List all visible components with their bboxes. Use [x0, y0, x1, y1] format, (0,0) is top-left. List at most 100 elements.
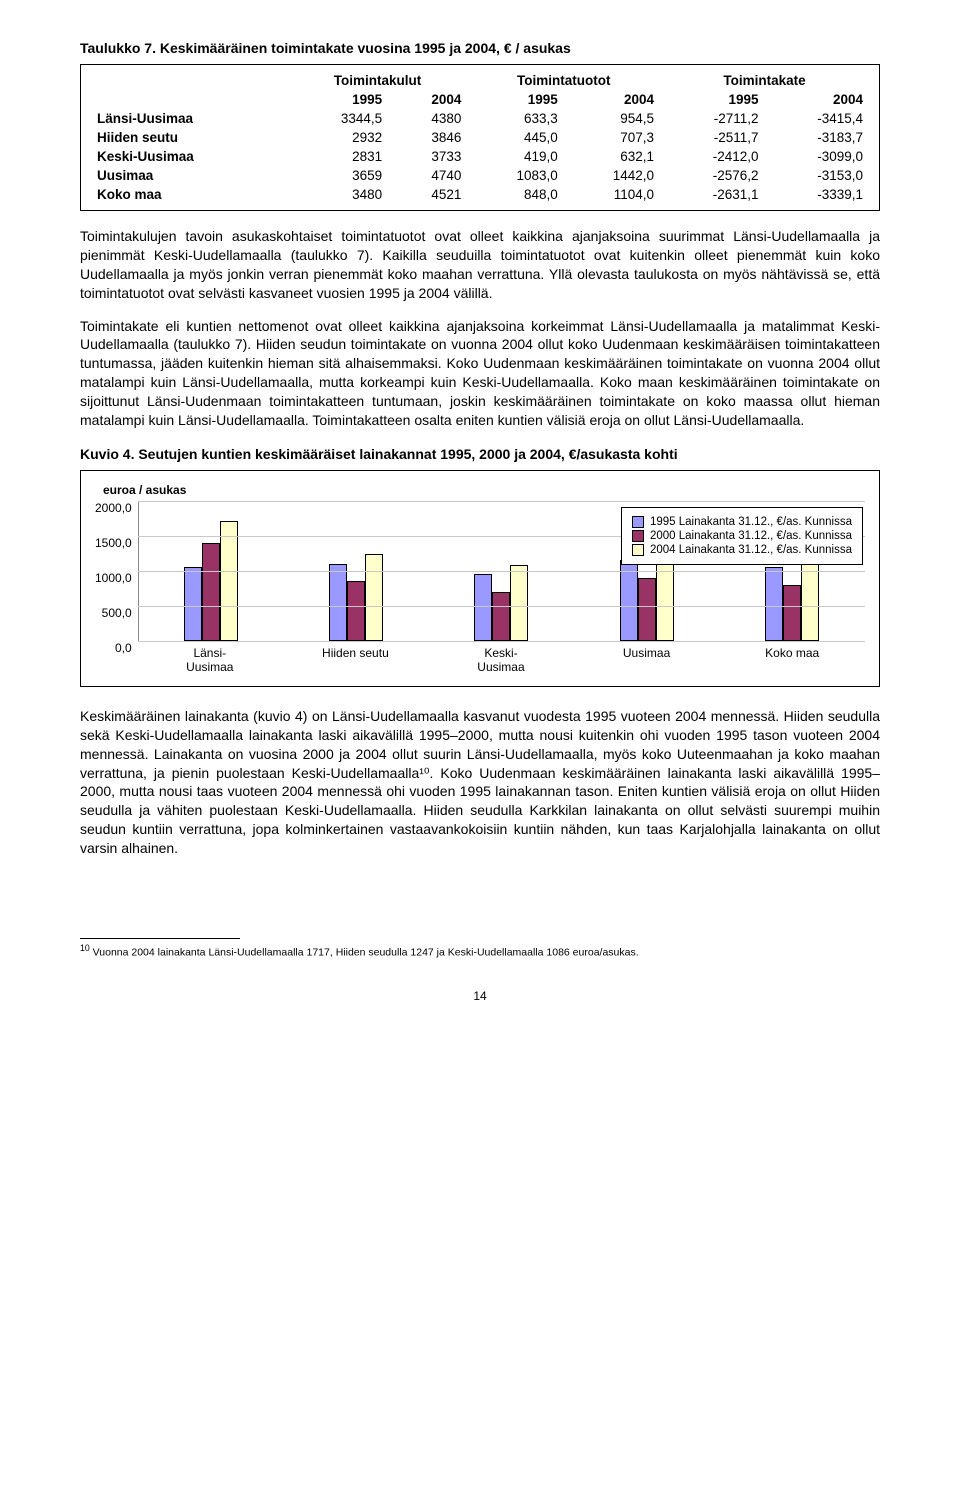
chart-x-label: Keski-Uusimaa [428, 642, 574, 674]
chart-bar [220, 521, 238, 641]
paragraph-3: Keskimääräinen lainakanta (kuvio 4) on L… [80, 707, 880, 858]
table7-empty-th [91, 71, 288, 90]
table-cell: -3415,4 [765, 109, 870, 128]
table-cell: -2711,2 [660, 109, 764, 128]
chart-bar [765, 567, 783, 641]
table-cell: 2932 [288, 128, 389, 147]
table-cell: 445,0 [467, 128, 563, 147]
footnote-marker: 10 [80, 943, 90, 953]
table7-year-0: 1995 [288, 90, 389, 109]
chart-legend-item: 2004 Lainakanta 31.12., €/as. Kunnissa [632, 544, 852, 556]
chart-x-label: Uusimaa [574, 642, 720, 674]
table-cell: 1442,0 [564, 166, 660, 185]
chart-legend-label: 2004 Lainakanta 31.12., €/as. Kunnissa [650, 544, 852, 556]
footnote-text: Vuonna 2004 lainakanta Länsi-Uudellamaal… [90, 947, 639, 959]
table-cell: 3344,5 [288, 109, 389, 128]
chart-bar [474, 574, 492, 641]
chart-legend-swatch [632, 544, 644, 556]
table-cell: 954,5 [564, 109, 660, 128]
table-row-label: Länsi-Uusimaa [91, 109, 288, 128]
chart-category-group [139, 501, 284, 641]
paragraph-2: Toimintakate eli kuntien nettomenot ovat… [80, 317, 880, 430]
table-cell: 4740 [388, 166, 467, 185]
chart-bar [656, 553, 674, 641]
table-cell: 848,0 [467, 185, 563, 204]
chart-bar [329, 564, 347, 641]
paragraph-1: Toimintakulujen tavoin asukaskohtaiset t… [80, 227, 880, 303]
chart-x-label: Länsi-Uusimaa [137, 642, 283, 674]
chart-category-group [284, 501, 429, 641]
chart-title: Kuvio 4. Seutujen kuntien keskimääräiset… [80, 446, 880, 462]
page-number: 14 [80, 989, 880, 1003]
table-row: Koko maa34804521848,01104,0-2631,1-3339,… [91, 185, 869, 204]
chart-y-tick: 1500,0 [95, 536, 132, 571]
table7: Toimintakulut Toimintatuotot Toimintakat… [91, 71, 869, 204]
table-cell: 4521 [388, 185, 467, 204]
footnote: 10 Vuonna 2004 lainakanta Länsi-Uudellam… [80, 943, 880, 959]
table-cell: -2631,1 [660, 185, 764, 204]
table-cell: -3339,1 [765, 185, 870, 204]
table-cell: -3099,0 [765, 147, 870, 166]
table7-year-5: 2004 [765, 90, 870, 109]
table7-group-2: Toimintakate [660, 71, 869, 90]
chart-legend-label: 2000 Lainakanta 31.12., €/as. Kunnissa [650, 530, 852, 542]
chart-bar [184, 567, 202, 641]
chart-bar [365, 554, 383, 641]
chart-x-axis: Länsi-UusimaaHiiden seutuKeski-UusimaaUu… [137, 642, 865, 674]
table-row: Länsi-Uusimaa3344,54380633,3954,5-2711,2… [91, 109, 869, 128]
table-cell: 2831 [288, 147, 389, 166]
table7-container: Toimintakulut Toimintatuotot Toimintakat… [80, 64, 880, 211]
table-row-label: Hiiden seutu [91, 128, 288, 147]
table-cell: 1104,0 [564, 185, 660, 204]
chart-y-tick: 500,0 [102, 606, 132, 641]
chart-bar [783, 585, 801, 641]
table-row-label: Keski-Uusimaa [91, 147, 288, 166]
chart-legend-label: 1995 Lainakanta 31.12., €/as. Kunnissa [650, 516, 852, 528]
chart-legend-item: 1995 Lainakanta 31.12., €/as. Kunnissa [632, 516, 852, 528]
table-cell: -3153,0 [765, 166, 870, 185]
table-cell: 1083,0 [467, 166, 563, 185]
table-cell: 707,3 [564, 128, 660, 147]
table-cell: -2511,7 [660, 128, 764, 147]
chart-x-label: Koko maa [719, 642, 865, 674]
chart-bar [638, 578, 656, 641]
table-cell: 3480 [288, 185, 389, 204]
chart-legend-swatch [632, 530, 644, 542]
chart-container: euroa / asukas 2000,01500,01000,0500,00,… [80, 470, 880, 687]
table7-title: Taulukko 7. Keskimääräinen toimintakate … [80, 40, 880, 56]
table-cell: -2412,0 [660, 147, 764, 166]
chart-bar [620, 560, 638, 641]
chart-category-group [429, 501, 574, 641]
chart-bar [202, 543, 220, 641]
table-cell: 4380 [388, 109, 467, 128]
table-row: Keski-Uusimaa28313733419,0632,1-2412,0-3… [91, 147, 869, 166]
chart-y-tick: 1000,0 [95, 571, 132, 606]
chart-x-label: Hiiden seutu [283, 642, 429, 674]
chart-y-axis: 2000,01500,01000,0500,00,0 [95, 501, 138, 641]
chart-bar [801, 557, 819, 641]
table-cell: -3183,7 [765, 128, 870, 147]
table-row-label: Koko maa [91, 185, 288, 204]
table7-group-1: Toimintatuotot [467, 71, 660, 90]
footnote-rule [80, 938, 240, 939]
chart-bar [510, 565, 528, 641]
table-cell: 632,1 [564, 147, 660, 166]
chart-y-tick: 2000,0 [95, 501, 132, 536]
table-cell: -2576,2 [660, 166, 764, 185]
chart-legend-item: 2000 Lainakanta 31.12., €/as. Kunnissa [632, 530, 852, 542]
table7-year-4: 1995 [660, 90, 764, 109]
table-cell: 3733 [388, 147, 467, 166]
table7-year-3: 2004 [564, 90, 660, 109]
table7-year-1: 2004 [388, 90, 467, 109]
table-row: Uusimaa365947401083,01442,0-2576,2-3153,… [91, 166, 869, 185]
table-cell: 3846 [388, 128, 467, 147]
table-cell: 419,0 [467, 147, 563, 166]
table7-group-0: Toimintakulut [288, 71, 468, 90]
chart-y-axis-label: euroa / asukas [103, 483, 865, 497]
table-cell: 3659 [288, 166, 389, 185]
table7-empty-th2 [91, 90, 288, 109]
table-row-label: Uusimaa [91, 166, 288, 185]
chart-bar [492, 592, 510, 641]
table7-year-2: 1995 [467, 90, 563, 109]
chart-legend: 1995 Lainakanta 31.12., €/as. Kunnissa 20… [621, 507, 863, 565]
